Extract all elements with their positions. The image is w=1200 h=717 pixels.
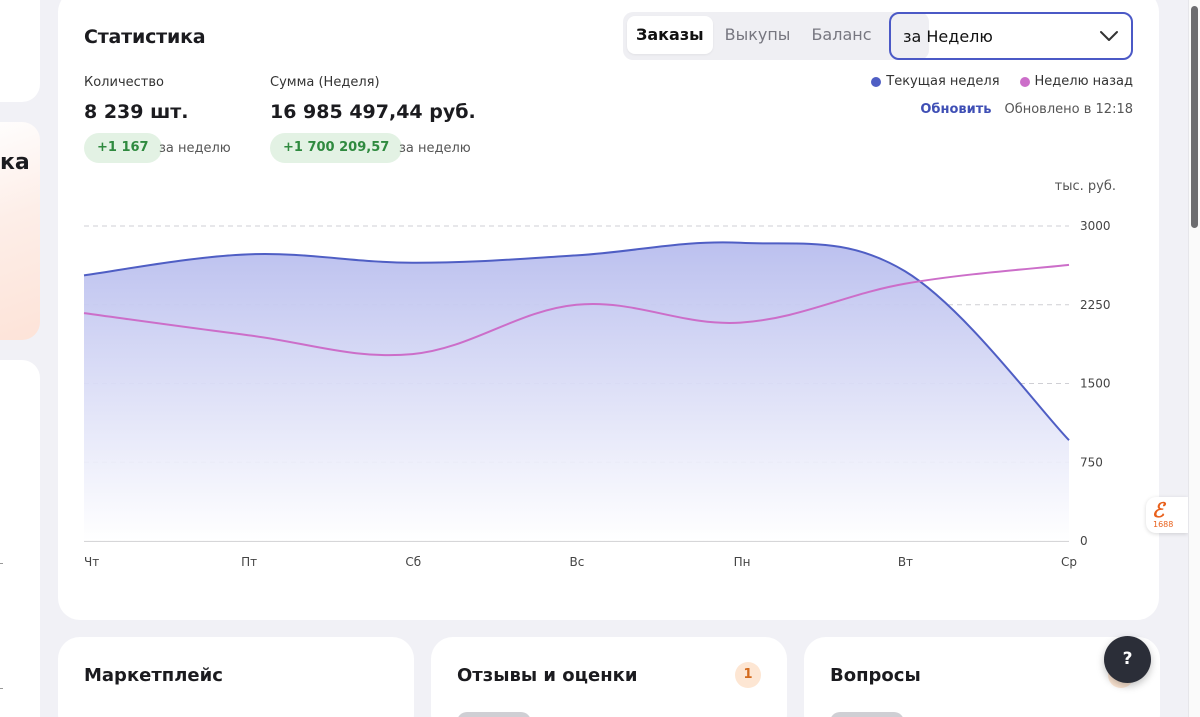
y-tick-label: 0 (1080, 534, 1088, 548)
question-thumbnail (830, 712, 904, 717)
period-select[interactable]: за Неделю (889, 12, 1133, 60)
orders-chart: тыс. руб. Чт Пт Сб Вс Пн Вт Ср 0 750 1500 2250 300… (83, 179, 1116, 569)
left-divider-mark (0, 563, 3, 564)
previous-week-line (83, 263, 1070, 357)
left-card-title-fragment: ка (0, 150, 30, 175)
current-week-area (84, 242, 1069, 542)
x-tick-label: Вс (570, 555, 585, 569)
tab-balance[interactable]: Баланс (811, 25, 872, 44)
x-tick-label: Пн (734, 555, 751, 569)
legend-dot-previous (1019, 76, 1030, 87)
tab-orders[interactable]: Заказы (627, 16, 713, 54)
sum-delta-note: за неделю (399, 141, 471, 156)
left-card-bottom (0, 360, 40, 717)
chart-unit-label: тыс. руб. (1055, 179, 1116, 194)
quantity-label: Количество (84, 75, 164, 90)
statistics-title: Статистика (84, 26, 206, 48)
extension-logo-icon: ℰ (1152, 498, 1165, 522)
review-thumbnail (457, 712, 531, 717)
page-scrollbar[interactable] (1188, 0, 1200, 717)
period-select-value: за Неделю (903, 26, 993, 46)
legend-item-current[interactable]: Текущая неделя (871, 74, 1000, 89)
statistics-tabs: Заказы Выкупы Баланс (623, 12, 929, 60)
reviews-count-badge: 1 (735, 662, 761, 688)
help-button[interactable]: ? (1104, 636, 1151, 683)
tab-buyouts[interactable]: Выкупы (724, 25, 791, 44)
y-tick-label: 750 (1080, 455, 1103, 469)
refresh-row: Обновить Обновлено в 12:18 (920, 102, 1133, 117)
left-divider-mark (0, 688, 3, 689)
chart-y-labels: 0 750 1500 2250 3000 (1080, 219, 1111, 548)
x-tick-label: Пт (241, 555, 257, 569)
questions-title: Вопросы (830, 665, 921, 686)
x-tick-label: Чт (84, 555, 99, 569)
chevron-down-icon (1100, 31, 1118, 41)
reviews-card[interactable]: Отзывы и оценки 1 (431, 637, 787, 717)
legend-label-current: Текущая неделя (886, 74, 1000, 89)
legend-item-previous[interactable]: Неделю назад (1019, 74, 1133, 89)
y-tick-label: 1500 (1080, 377, 1111, 391)
legend-dot-current (871, 76, 882, 87)
reviews-title: Отзывы и оценки (457, 665, 638, 686)
x-tick-label: Сб (405, 555, 421, 569)
left-card-promo[interactable] (0, 122, 40, 340)
quantity-value: 8 239 шт. (84, 101, 189, 123)
extension-1688-badge[interactable]: ℰ 1688 (1146, 497, 1188, 533)
x-tick-label: Ср (1061, 555, 1077, 569)
questions-card[interactable]: Вопросы (804, 637, 1160, 717)
extension-label: 1688 (1153, 520, 1174, 529)
quantity-delta-badge: +1 167 (84, 133, 162, 163)
sum-value: 16 985 497,44 руб. (270, 101, 476, 123)
refresh-link[interactable]: Обновить (920, 102, 992, 117)
marketplace-card[interactable]: Маркетплейс (58, 637, 414, 717)
y-tick-label: 2250 (1080, 298, 1111, 312)
chart-legend: Текущая неделя Неделю назад (871, 74, 1133, 89)
legend-label-previous: Неделю назад (1034, 74, 1133, 89)
left-card-top (0, 0, 40, 102)
sum-delta-badge: +1 700 209,57 (270, 133, 403, 163)
statistics-card: Статистика Заказы Выкупы Баланс за Недел… (58, 0, 1159, 620)
chart-x-labels: Чт Пт Сб Вс Пн Вт Ср (84, 555, 1077, 569)
y-tick-label: 3000 (1080, 219, 1111, 233)
updated-time: Обновлено в 12:18 (1004, 102, 1133, 117)
sum-label: Сумма (Неделя) (270, 75, 380, 90)
x-tick-label: Вт (898, 555, 913, 569)
scrollbar-thumb[interactable] (1191, 6, 1198, 228)
marketplace-title: Маркетплейс (84, 665, 223, 686)
quantity-delta-note: за неделю (159, 141, 231, 156)
